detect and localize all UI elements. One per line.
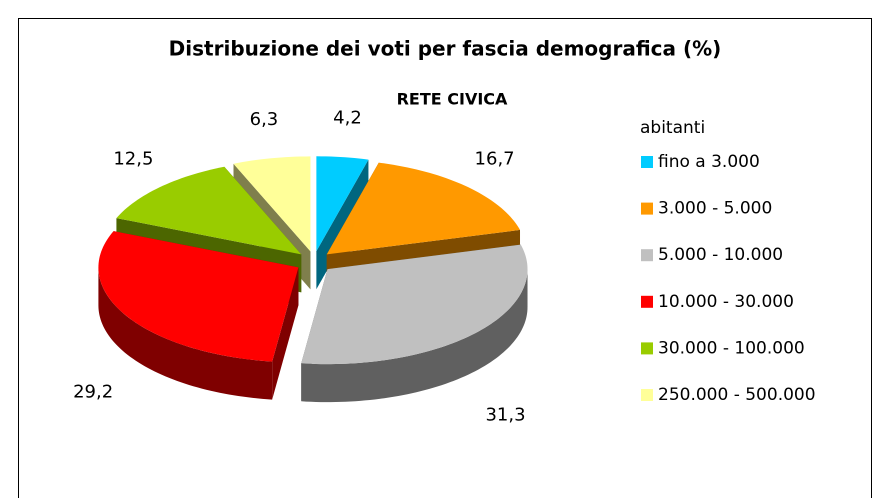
legend-label: fino a 3.000 — [658, 152, 760, 172]
legend-label: 250.000 - 500.000 — [658, 385, 816, 405]
legend-label: 5.000 - 10.000 — [658, 245, 783, 265]
chart-title: Distribuzione dei voti per fascia demogr… — [169, 37, 722, 61]
legend-swatch — [641, 249, 653, 262]
data-label: 29,2 — [73, 382, 113, 403]
slice — [316, 156, 369, 252]
legend-swatch — [641, 295, 653, 308]
slice — [98, 231, 299, 362]
legend-label: 3.000 - 5.000 — [658, 199, 772, 219]
data-label: 4,2 — [333, 107, 362, 128]
legend-label: 30.000 - 100.000 — [658, 338, 805, 358]
slice-wall — [301, 269, 528, 403]
slice — [233, 156, 311, 252]
legend-title: abitanti — [640, 118, 705, 138]
data-label: 31,3 — [485, 405, 525, 426]
slice — [116, 166, 302, 255]
data-label: 12,5 — [113, 149, 153, 170]
slice — [301, 244, 528, 365]
legend-swatch — [641, 342, 653, 355]
slice — [326, 162, 521, 255]
data-label: 6,3 — [250, 109, 279, 130]
data-label: 16,7 — [475, 149, 515, 170]
chart-subtitle: RETE CIVICA — [397, 90, 508, 109]
legend-swatch — [641, 156, 653, 168]
legend-swatch — [641, 389, 653, 401]
slice-wall — [98, 267, 273, 400]
legend-swatch — [641, 202, 653, 215]
legend-label: 10.000 - 30.000 — [658, 292, 794, 312]
